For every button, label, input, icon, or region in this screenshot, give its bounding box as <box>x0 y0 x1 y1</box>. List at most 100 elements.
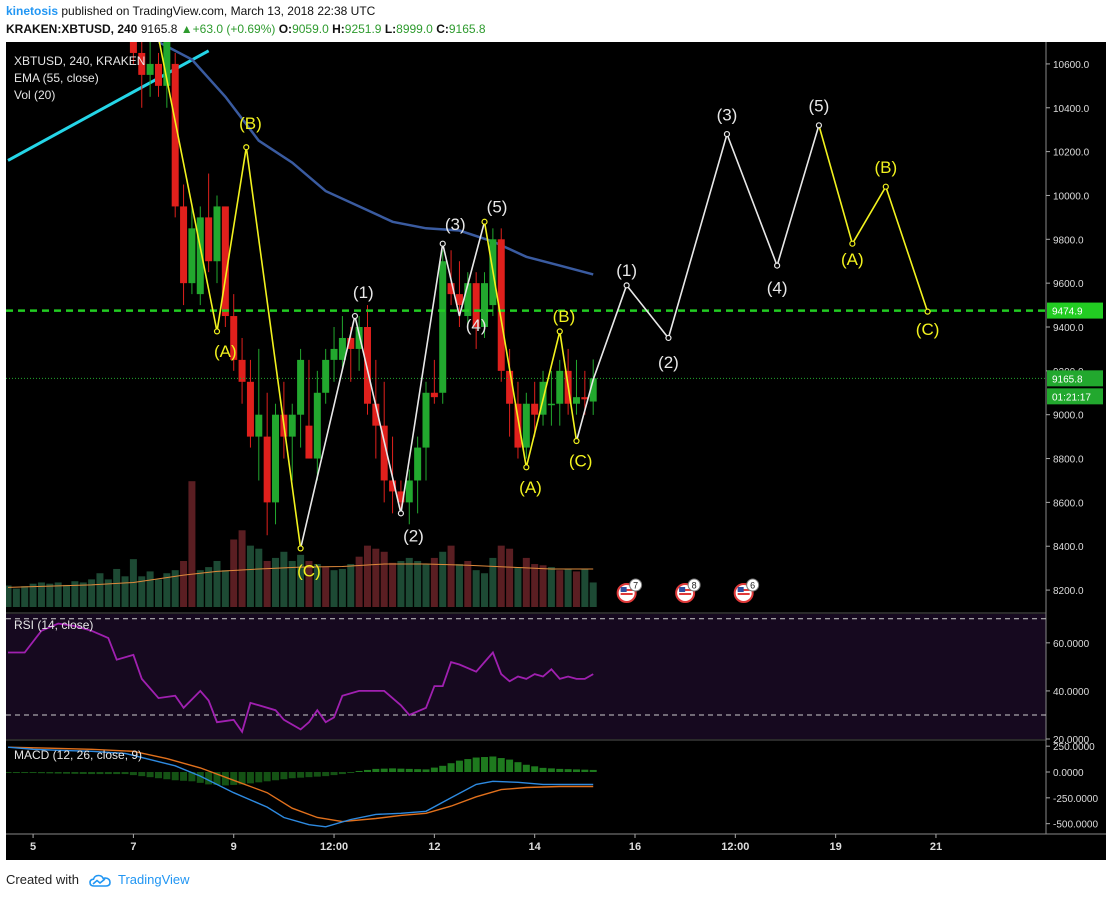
macd-histogram-bar <box>322 772 330 777</box>
macd-histogram-bar <box>389 768 397 772</box>
candle-body <box>188 228 196 284</box>
candle-body <box>322 359 330 393</box>
candle-body <box>464 283 472 317</box>
volume-bar <box>29 583 37 607</box>
volume-bar <box>138 576 146 607</box>
macd-axis-label: -250.0000 <box>1053 794 1098 805</box>
wave-label: (4) <box>767 279 788 298</box>
macd-histogram-bar <box>522 764 530 772</box>
wave-point <box>213 328 221 335</box>
candle-body <box>330 348 338 360</box>
volume-bar <box>188 481 196 607</box>
author-link[interactable]: kinetosis <box>6 4 59 18</box>
rsi-pane-bg <box>6 614 1046 739</box>
wave-point <box>815 122 823 129</box>
macd-histogram-bar <box>531 766 539 772</box>
rsi-axis-label: 60.0000 <box>1053 639 1090 650</box>
macd-histogram-bar <box>330 772 338 776</box>
flag-canton <box>737 587 744 592</box>
event-count: 8 <box>692 581 697 591</box>
volume-bar <box>556 570 564 607</box>
volume-bar <box>355 556 363 607</box>
candle-body <box>138 52 146 75</box>
price-tag-label: 01:21:17 <box>1052 392 1091 403</box>
candle-body <box>439 261 447 393</box>
volume-bar <box>246 545 254 607</box>
volume-bar <box>414 560 422 607</box>
main-pane: (B) (A) (C) (1) (2) (3) (4) (5) (B) (A) (C) (1) (2) (… <box>6 42 1046 607</box>
macd-histogram-bar <box>4 772 12 774</box>
wave-point <box>849 240 856 247</box>
price-axis-label: 9000.0 <box>1053 411 1084 422</box>
price-axis-label: 8800.0 <box>1053 455 1084 466</box>
volume-bar <box>363 545 371 607</box>
volume-bar <box>180 560 188 607</box>
flag-stripe <box>737 593 750 595</box>
macd-histogram-bar <box>380 768 388 772</box>
candle-body <box>414 447 422 481</box>
time-axis-label: 14 <box>529 841 542 853</box>
volume-bar <box>113 568 121 607</box>
macd-histogram-bar <box>205 772 213 785</box>
price-tag-label: 9474.9 <box>1052 307 1083 318</box>
time-axis-label: 12 <box>428 841 440 853</box>
tradingview-link[interactable]: TradingView <box>118 872 190 887</box>
volume-bar <box>347 564 355 607</box>
candle-body <box>430 392 438 398</box>
volume-bar <box>531 564 539 607</box>
event-count: 7 <box>633 581 638 591</box>
wave-label: (5) <box>809 97 830 116</box>
wave-label: (3) <box>717 105 738 124</box>
wave-point <box>351 312 359 320</box>
macd-histogram-bar <box>71 772 79 774</box>
candle-body <box>263 436 271 503</box>
macd-histogram-bar <box>37 772 45 774</box>
wave-point <box>481 218 488 225</box>
macd-histogram-bar <box>104 772 112 775</box>
candle-body <box>163 42 171 86</box>
price-axis-label: 8400.0 <box>1053 542 1084 553</box>
ema-line <box>157 42 594 276</box>
macd-histogram-bar <box>297 772 305 778</box>
price-tag-label: 9165.8 <box>1052 374 1083 385</box>
volume-bar <box>572 571 580 607</box>
volume-bar <box>489 557 497 607</box>
macd-histogram-bar <box>355 770 363 772</box>
macd-histogram-bar <box>405 768 413 772</box>
volume-bar <box>455 564 463 607</box>
wave-label: (B) <box>874 158 897 177</box>
price-axis-label: 9600.0 <box>1053 279 1084 290</box>
volume-bar <box>129 559 137 607</box>
macd-histogram-bar <box>464 759 472 772</box>
macd-histogram-bar <box>556 768 564 772</box>
macd-axis-label: -500.0000 <box>1053 820 1098 831</box>
candle-body <box>205 217 213 262</box>
candle-body <box>171 63 179 207</box>
candle-body <box>180 206 188 284</box>
candle-body <box>272 414 280 503</box>
volume-bar <box>372 548 380 607</box>
wave-label: (3) <box>445 215 466 234</box>
macd-histogram-bar <box>313 772 321 777</box>
macd-histogram-bar <box>146 772 154 778</box>
volume-bar <box>37 582 45 607</box>
flag-canton <box>620 587 627 592</box>
candle-body <box>154 63 162 86</box>
chart-svg[interactable]: 10600.0 10400.0 10200.0 10000.0 9800.0 9600.0… <box>4 42 1106 860</box>
chart-canvas[interactable]: 10600.0 10400.0 10200.0 10000.0 9800.0 9600.0… <box>4 42 1106 860</box>
macd-histogram-bar <box>455 760 463 772</box>
candle-body <box>447 283 455 295</box>
price-axis-label: 9800.0 <box>1053 235 1084 246</box>
candle-body <box>380 425 388 481</box>
candle-body <box>246 381 254 437</box>
macd-histogram-bar <box>188 772 196 782</box>
footer: Created with TradingView <box>6 872 190 888</box>
candle-body <box>422 392 430 448</box>
macd-histogram-bar <box>372 768 380 772</box>
volume-bar <box>272 557 280 607</box>
price-tag <box>1047 388 1103 405</box>
macd-histogram-bar <box>154 772 162 779</box>
volume-ma-line <box>7 563 594 588</box>
candle-body <box>497 239 505 371</box>
macd-histogram-bar <box>272 772 280 781</box>
